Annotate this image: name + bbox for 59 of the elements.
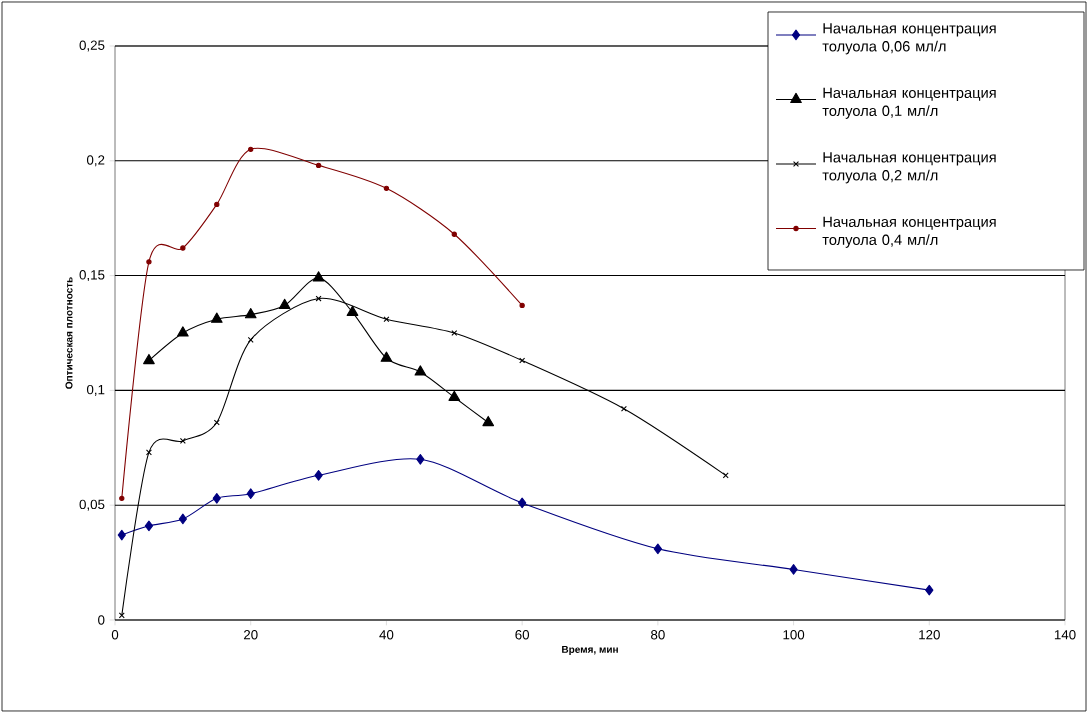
point bbox=[414, 365, 427, 376]
point bbox=[118, 612, 125, 619]
point bbox=[247, 336, 254, 343]
y-tick-label: 0,1 bbox=[86, 384, 105, 396]
point bbox=[519, 357, 526, 364]
point bbox=[144, 520, 154, 532]
x-tick-label: 60 bbox=[515, 630, 530, 640]
point bbox=[518, 497, 527, 509]
point bbox=[177, 326, 189, 337]
x-tick-label: 20 bbox=[243, 630, 258, 640]
y-axis-title: Оптическая плотность bbox=[65, 277, 73, 389]
point bbox=[244, 307, 257, 319]
legend-label: Начальная концентрация толуола 0,06 мл/л bbox=[822, 23, 996, 55]
point bbox=[117, 529, 126, 541]
legend-label: Начальная концентрация толуола 0,4 мл/л bbox=[822, 216, 996, 248]
point bbox=[119, 495, 125, 501]
point bbox=[248, 146, 254, 152]
x-tick-label: 100 bbox=[783, 630, 805, 640]
point bbox=[314, 470, 323, 481]
point bbox=[213, 419, 220, 426]
y-tick-label: 0,15 bbox=[79, 270, 105, 282]
point bbox=[416, 453, 425, 465]
point bbox=[346, 305, 359, 316]
point bbox=[212, 492, 221, 504]
x-tick-label: 80 bbox=[651, 630, 665, 640]
x-tick-label: 40 bbox=[379, 630, 394, 640]
point bbox=[789, 564, 798, 575]
x-tick-label: 120 bbox=[919, 630, 940, 640]
legend-label: Начальная концентрация толуола 0,2 мл/л bbox=[822, 152, 996, 184]
point bbox=[178, 513, 187, 525]
point bbox=[383, 185, 390, 192]
point bbox=[315, 162, 322, 169]
point bbox=[180, 245, 186, 251]
y-tick-label: 0,25 bbox=[79, 40, 105, 52]
x-tick-label: 0 bbox=[111, 630, 119, 640]
x-axis-title: Время, мин bbox=[562, 645, 618, 655]
point bbox=[146, 259, 152, 265]
point bbox=[143, 353, 155, 365]
y-tick-label: 0 bbox=[98, 615, 105, 625]
legend-label: Начальная концентрация толуола 0,1 мл/л bbox=[822, 87, 996, 119]
point bbox=[448, 390, 461, 401]
x-tick-label: 140 bbox=[1054, 630, 1076, 640]
point bbox=[278, 298, 291, 310]
point bbox=[383, 316, 390, 323]
point bbox=[451, 231, 457, 237]
point bbox=[451, 330, 458, 336]
point bbox=[145, 449, 152, 456]
y-tick-label: 0,05 bbox=[79, 499, 105, 511]
point bbox=[653, 543, 662, 555]
point bbox=[312, 271, 325, 282]
point bbox=[482, 415, 495, 427]
point bbox=[214, 201, 220, 208]
point bbox=[925, 584, 934, 596]
point bbox=[620, 405, 627, 412]
point bbox=[210, 312, 223, 323]
point bbox=[519, 302, 525, 309]
point bbox=[246, 488, 255, 500]
y-tick-label: 0,2 bbox=[86, 155, 105, 167]
point bbox=[380, 351, 393, 362]
